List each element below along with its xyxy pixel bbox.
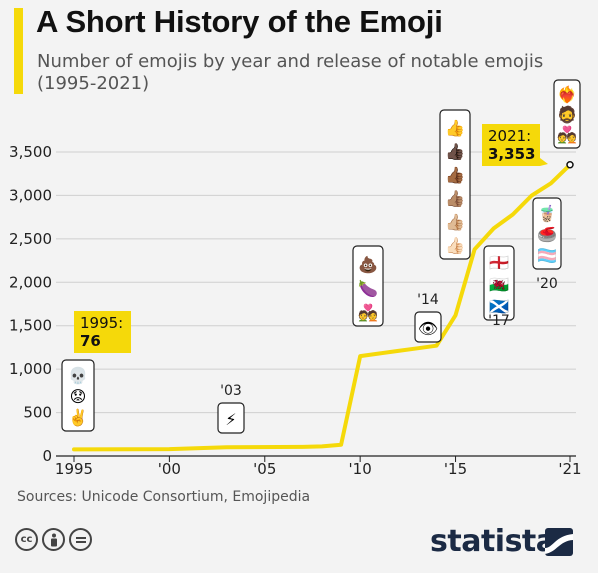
emoji-callout-box — [61, 359, 95, 432]
y-tick-label: 3,000 — [9, 186, 52, 204]
x-tick-label: '10 — [349, 460, 372, 478]
emoji-callout-box — [532, 197, 562, 270]
callout-year-label: '17 — [488, 313, 510, 329]
chart-title: A Short History of the Emoji — [36, 4, 443, 39]
emoji-icon: 👍🏾 — [445, 166, 465, 185]
data-point — [566, 161, 574, 169]
brand-name[interactable]: statista — [430, 524, 556, 559]
x-tick-label: 1995 — [55, 460, 93, 478]
x-tick-label: '05 — [253, 460, 276, 478]
callout-year-label: '14 — [417, 292, 439, 308]
emoji-icon: 👁 — [418, 319, 438, 338]
emoji-callout-box — [414, 311, 442, 343]
creative-commons-icon: cc — [15, 528, 38, 551]
x-tick-label: '15 — [444, 460, 467, 478]
emoji-icon: ⚡ — [225, 410, 236, 429]
chart-subtitle: Number of emojis by year and release of … — [37, 51, 544, 94]
annotation-label: 2021: — [488, 127, 531, 145]
y-tick-label: 3,500 — [9, 143, 52, 161]
attribution-icon — [42, 528, 65, 551]
emoji-icon: 🥌 — [537, 225, 557, 244]
y-tick-label: 500 — [23, 404, 52, 422]
brand-logo-icon[interactable] — [545, 528, 573, 556]
emoji-icon: 🏴󠁧󠁢󠁷󠁬󠁳󠁿 — [489, 275, 509, 294]
emoji-icon: 🏴󠁧󠁢󠁳󠁣󠁴󠁿 — [489, 297, 509, 316]
emoji-icon: 🍆 — [358, 279, 378, 298]
emoji-icon: 🧋 — [537, 204, 557, 223]
x-tick-label: '00 — [158, 460, 181, 478]
annotation-value: 3,353 — [488, 145, 535, 163]
callout-year-label: '03 — [220, 383, 242, 399]
emoji-icon: 👍🏿 — [445, 142, 465, 161]
emoji-icon: 😟 — [70, 387, 87, 406]
y-tick-label: 2,000 — [9, 273, 52, 291]
accent-bar — [14, 8, 23, 94]
emoji-icon: 👍🏽 — [445, 189, 465, 208]
emoji-icon: 👍🏻 — [445, 236, 465, 255]
emoji-icon: ✌️ — [68, 408, 88, 427]
x-tick-label: '21 — [558, 460, 581, 478]
emoji-icon: ❤️‍🔥 — [557, 85, 577, 104]
emoji-icon: 🏴󠁧󠁢󠁥󠁮󠁧󠁿 — [489, 253, 509, 272]
emoji-callout-box — [352, 245, 384, 327]
emoji-icon: 💑 — [557, 125, 577, 144]
emoji-icon: 👍🏼 — [445, 213, 465, 232]
emoji-callout-box — [483, 245, 515, 321]
no-derivatives-icon — [69, 528, 92, 551]
y-tick-label: 1,000 — [9, 360, 52, 378]
license-icons: cc — [15, 528, 92, 551]
series-line — [72, 162, 572, 452]
callout-year-label: '20 — [536, 276, 558, 292]
emoji-icon: 💑 — [358, 303, 378, 322]
annotation-value: 76 — [80, 332, 101, 350]
y-tick-label: 0 — [42, 447, 52, 465]
annotation-box — [74, 311, 131, 353]
emoji-icon: 💀 — [68, 366, 88, 385]
emoji-callout-box — [439, 109, 471, 260]
emoji-icon: 🏳️‍⚧️ — [537, 246, 557, 265]
emoji-callout-box — [217, 402, 245, 434]
emoji-icon: 🧔 — [557, 105, 577, 124]
source-note: Sources: Unicode Consortium, Emojipedia — [17, 489, 311, 505]
y-tick-label: 2,500 — [9, 230, 52, 248]
annotation-box — [482, 124, 548, 166]
y-tick-label: 1,500 — [9, 317, 52, 335]
emoji-icon: 💩 — [358, 255, 378, 274]
annotation-label: 1995: — [80, 314, 123, 332]
emoji-callout-box — [553, 79, 581, 149]
emoji-icon: 👍 — [445, 119, 465, 138]
